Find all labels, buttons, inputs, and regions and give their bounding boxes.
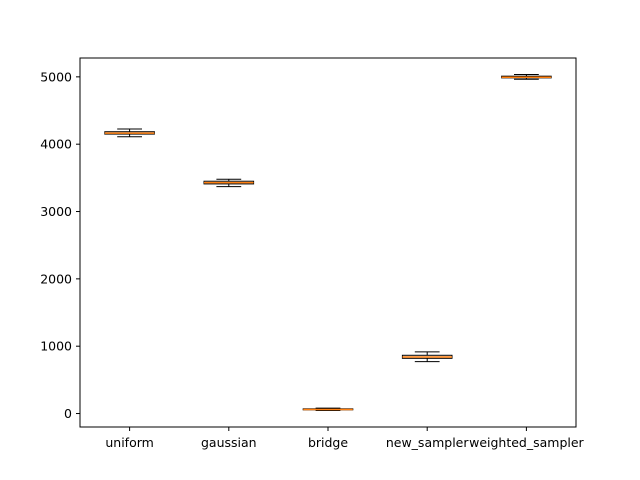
y-tick-label-5000: 5000 <box>40 69 72 84</box>
y-tick-label-0: 0 <box>64 406 72 421</box>
y-tick-label-2000: 2000 <box>40 271 72 286</box>
x-tick-label-new_sampler: new_sampler <box>386 435 470 450</box>
y-tick-label-3000: 3000 <box>40 204 72 219</box>
y-axis: 0 1000 2000 3000 4000 5000 <box>40 69 80 421</box>
x-tick-label-uniform: uniform <box>105 435 153 450</box>
box-uniform <box>104 128 155 138</box>
plot-area <box>104 73 552 412</box>
box-new_sampler <box>401 351 453 363</box>
x-axis: uniform gaussian bridge new_sampler weighted… <box>105 427 585 450</box>
x-tick-label-weighted_sampler: weighted_sampler <box>469 435 584 450</box>
y-tick-label-1000: 1000 <box>40 339 72 354</box>
box-gaussian <box>203 178 255 188</box>
box-weighted_sampler <box>501 73 552 80</box>
x-tick-label-gaussian: gaussian <box>201 435 257 450</box>
y-tick-label-4000: 4000 <box>40 137 72 152</box>
x-tick-label-bridge: bridge <box>308 435 348 450</box>
axes-frame <box>79 57 577 428</box>
box-bridge <box>302 407 354 412</box>
